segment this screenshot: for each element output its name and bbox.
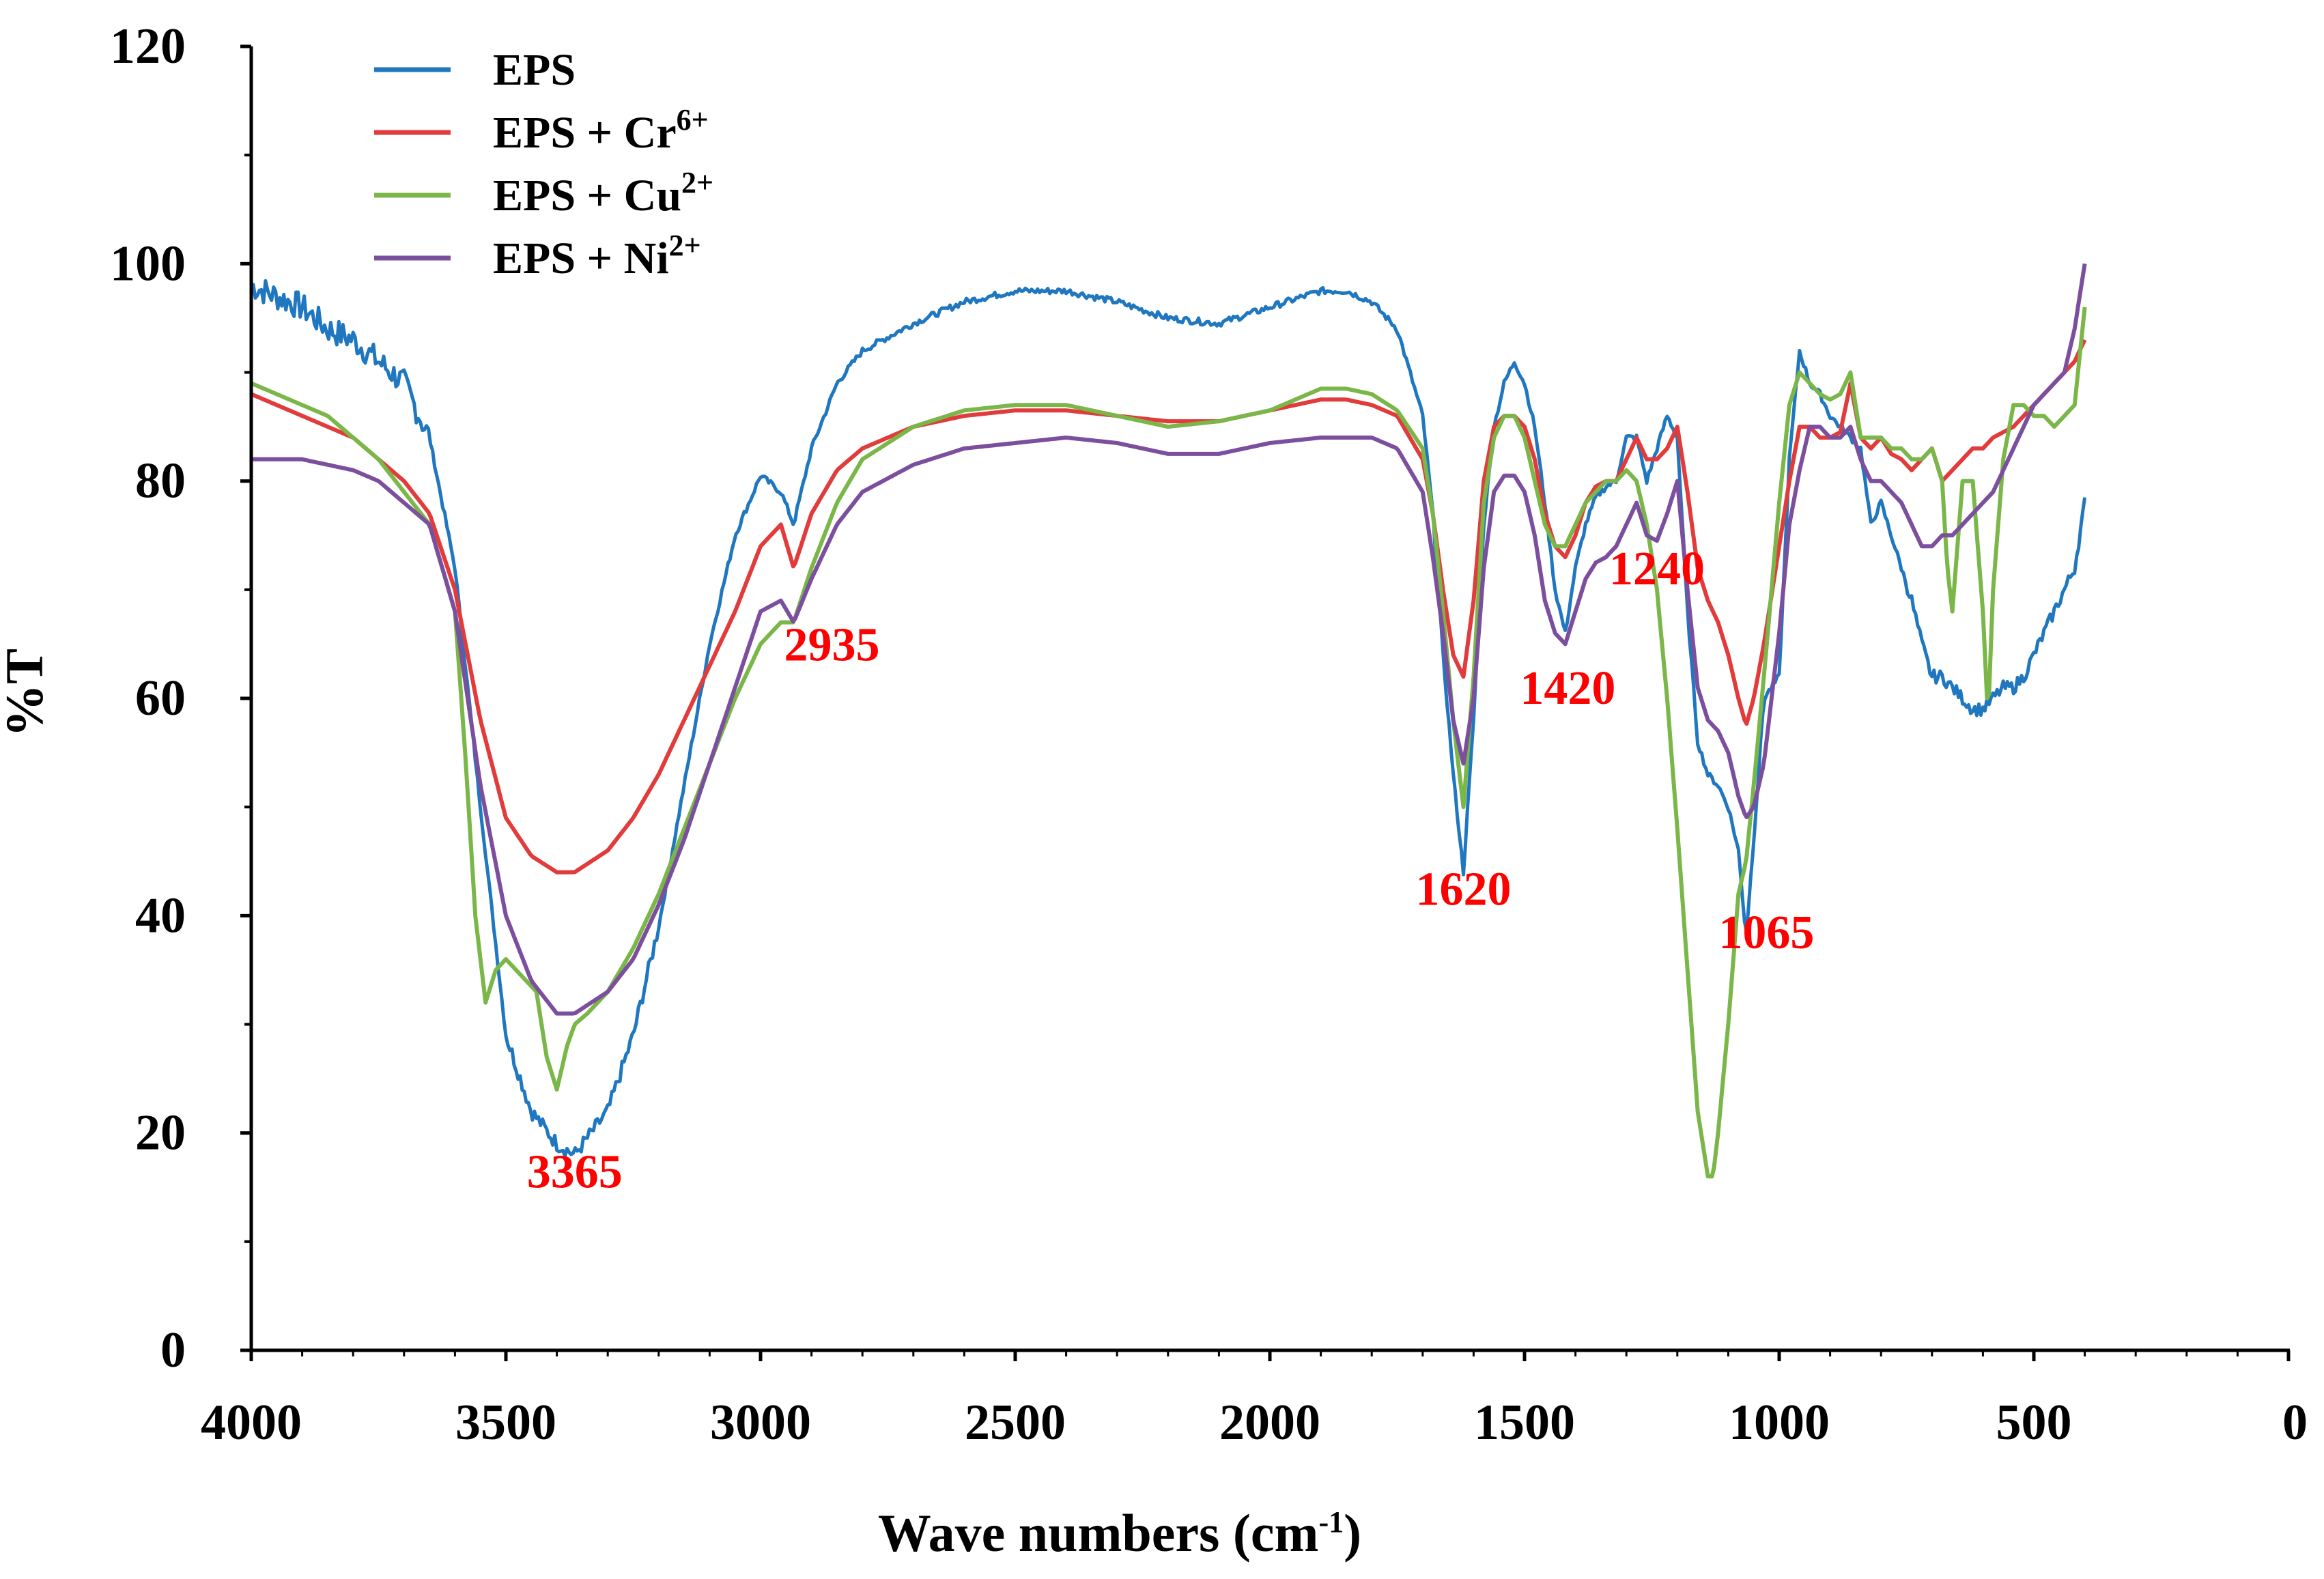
series-line-4 [251,263,2087,1016]
x-axis-title-base: Wave numbers (cm [878,1503,1319,1563]
x-tick-label: 4000 [201,1395,302,1451]
series-line-1 [250,279,2087,1158]
y-tick-label: 120 [110,18,186,74]
peak-label: 1240 [1609,543,1705,595]
x-axis-title-close: ) [1344,1503,1361,1563]
y-axis-title: %T [0,649,54,737]
x-tick-label: 2500 [965,1395,1066,1451]
y-tick-label: 100 [110,236,186,291]
x-tick-label: 2000 [1219,1395,1320,1451]
legend-label-base: EPS [493,45,576,95]
series-line-3 [250,307,2087,1179]
x-tick-label: 0 [2282,1395,2308,1451]
legend-label-base: EPS + Cr [493,108,677,158]
x-tick-label: 3500 [455,1395,556,1451]
x-tick-label: 3000 [710,1395,811,1451]
peak-label: 1620 [1415,863,1511,915]
y-tick-label: 40 [135,887,186,943]
series-layer [250,263,2087,1179]
legend-label-sup: 2+ [669,229,701,262]
x-tick-label: 1000 [1729,1395,1830,1451]
legend-label: EPS [493,45,576,95]
legend-label: EPS + Cu2+ [493,166,713,221]
axes-layer: 0 20 40 60 80 100 120 4000 3500 3000 2500 2000 1500 1… [110,18,2308,1451]
peak-label: 1420 [1520,662,1615,715]
x-axis-title: Wave numbers (cm-1) [878,1503,1361,1563]
y-tick-label: 20 [135,1105,186,1161]
x-tick-label: 500 [1996,1395,2072,1451]
legend-label-sup: 6+ [677,103,709,137]
peak-label: 3365 [527,1146,623,1198]
legend-label-sup: 2+ [681,166,713,199]
legend-label-base: EPS + Ni [493,233,669,283]
legend-label: EPS + Cr6+ [493,103,709,158]
peak-label: 1065 [1718,907,1814,959]
series-line-2 [250,339,2087,874]
y-tick-label: 60 [135,670,186,726]
legend-label-base: EPS + Cu [493,171,681,221]
legend-label: EPS + Ni2+ [493,229,701,283]
peak-label: 2935 [784,618,879,671]
x-axis-title-sup: -1 [1318,1505,1344,1539]
annotation-layer: 3365 2935 1620 1420 1240 1065 [527,543,1815,1198]
y-tick-label: 0 [160,1322,186,1378]
x-tick-label: 1500 [1474,1395,1575,1451]
y-tick-label: 80 [135,453,186,509]
